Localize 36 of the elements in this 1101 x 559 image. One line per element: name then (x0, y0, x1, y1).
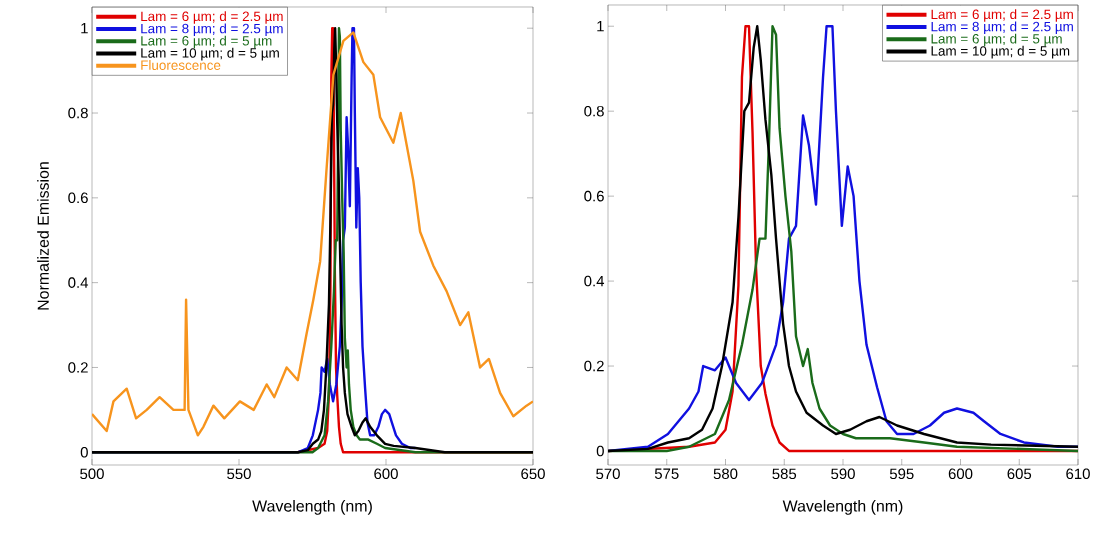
y-tick-label: 0.8 (584, 105, 604, 117)
y-tick-label: 1 (597, 21, 604, 32)
legend-label: Lam = 6 µm; d = 5 µm (931, 33, 1062, 47)
legend-label: Lam = 10 µm; d = 5 µm (931, 45, 1070, 59)
x-tick-label: 595 (889, 468, 914, 480)
x-axis-title: Wavelength (nm) (782, 499, 903, 515)
y-tick-label: 0.6 (68, 192, 88, 204)
y-tick-label: 0.6 (584, 190, 604, 202)
x-axis-title: Wavelength (nm) (252, 499, 372, 515)
x-tick-label: 575 (654, 468, 679, 479)
y-tick-label: 0.4 (68, 277, 89, 288)
legend-label: Lam = 6 µm; d = 2.5 µm (931, 9, 1073, 22)
x-tick-label: 650 (521, 468, 545, 480)
x-tick-label: 590 (831, 468, 855, 480)
x-tick-label: 605 (1007, 468, 1032, 480)
legend-label: Fluorescence (141, 60, 221, 70)
x-tick-label: 600 (948, 468, 973, 480)
x-tick-label: 610 (1066, 468, 1090, 480)
legend-label: Lam = 8 µm; d = 2.5 µm (141, 23, 283, 36)
y-tick-label: 0 (80, 446, 88, 458)
legend-label: Lam = 6 µm; d = 2.5 µm (141, 11, 283, 24)
x-tick-label: 550 (227, 468, 251, 480)
y-tick-label: 0.2 (584, 360, 604, 372)
x-tick-label: 585 (772, 468, 797, 480)
y-tick-label: 0.4 (584, 275, 605, 287)
x-tick-label: 580 (713, 468, 738, 480)
x-tick-label: 570 (596, 468, 620, 480)
y-tick-label: 0 (596, 445, 604, 457)
y-tick-label: 0.2 (68, 362, 88, 373)
y-tick-label: 0.8 (68, 107, 88, 119)
x-tick-label: 600 (374, 468, 398, 480)
legend-label: Lam = 10 µm; d = 5 µm (141, 47, 279, 61)
legend-label: Lam = 8 µm; d = 2.5 µm (931, 21, 1073, 34)
y-axis-title: Normalized Emission (37, 162, 49, 310)
y-tick-label: 1 (81, 23, 88, 34)
x-tick-label: 500 (80, 468, 104, 480)
